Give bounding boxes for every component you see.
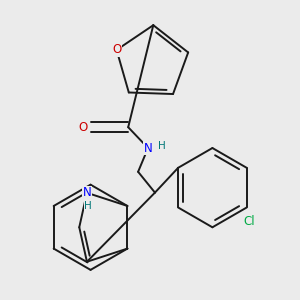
Text: O: O [78,121,87,134]
Text: H: H [158,141,166,151]
Text: N: N [82,186,91,199]
Text: O: O [112,44,121,56]
Text: H: H [84,201,92,211]
Text: Cl: Cl [243,215,254,228]
Text: N: N [144,142,152,154]
